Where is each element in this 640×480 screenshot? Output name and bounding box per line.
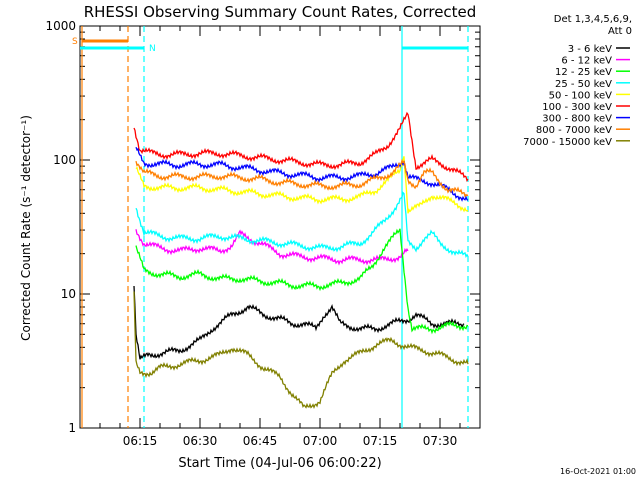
series-line — [135, 229, 409, 266]
series-line — [133, 291, 469, 410]
series-line — [135, 228, 469, 335]
series-line — [135, 156, 469, 214]
series-line — [133, 285, 465, 360]
plot-frame — [79, 25, 481, 429]
series-line — [135, 158, 469, 198]
legend-entry-label: 12 - 25 keV — [555, 67, 612, 78]
legend-entry-label: 3 - 6 keV — [568, 44, 612, 55]
y-axis-label: Corrected Count Rate (s⁻¹ detector⁻¹) — [19, 115, 33, 341]
y-tick-label: 10 — [61, 287, 76, 301]
x-tick-label: 06:30 — [183, 434, 218, 448]
x-tick-label: 06:45 — [243, 434, 278, 448]
chart-title: RHESSI Observing Summary Count Rates, Co… — [84, 3, 477, 21]
flag-label-n: N — [149, 44, 156, 54]
state-flags: SN — [72, 37, 468, 54]
series-line — [135, 191, 469, 258]
legend-entry-label: 7000 - 15000 keV — [523, 137, 612, 148]
legend-entry-label: 800 - 7000 keV — [536, 125, 612, 136]
series-line — [133, 111, 469, 182]
legend-header: Det 1,3,4,5,6,9, — [554, 14, 632, 25]
flag-label-s: S — [72, 37, 78, 47]
y-tick-label: 100 — [53, 153, 76, 167]
time-markers — [81, 26, 469, 428]
legend-entry-label: 300 - 800 keV — [542, 114, 612, 125]
y-tick-label: 1000 — [45, 19, 76, 33]
series-line — [135, 146, 469, 202]
legend-entry-label: 100 - 300 keV — [542, 102, 612, 113]
footer-timestamp: 16-Oct-2021 01:00 — [560, 467, 636, 476]
x-tick-label: 07:00 — [303, 434, 338, 448]
axes: 1 10 100 1000 06:15 06:30 06:45 07:00 07:15 07:30 — [45, 19, 481, 448]
legend-entry-label: 6 - 12 keV — [561, 56, 612, 67]
legend-entry-label: 25 - 50 keV — [555, 79, 612, 90]
legend-entry-label: 50 - 100 keV — [549, 90, 613, 101]
x-tick-label: 06:15 — [123, 434, 158, 448]
y-tick-label: 1 — [68, 421, 76, 435]
x-axis-label: Start Time (04-Jul-06 06:00:22) — [178, 456, 381, 471]
x-tick-label: 07:15 — [363, 434, 398, 448]
legend-header: Att 0 — [608, 26, 632, 37]
x-tick-label: 07:30 — [423, 434, 458, 448]
series-lines — [133, 111, 469, 410]
